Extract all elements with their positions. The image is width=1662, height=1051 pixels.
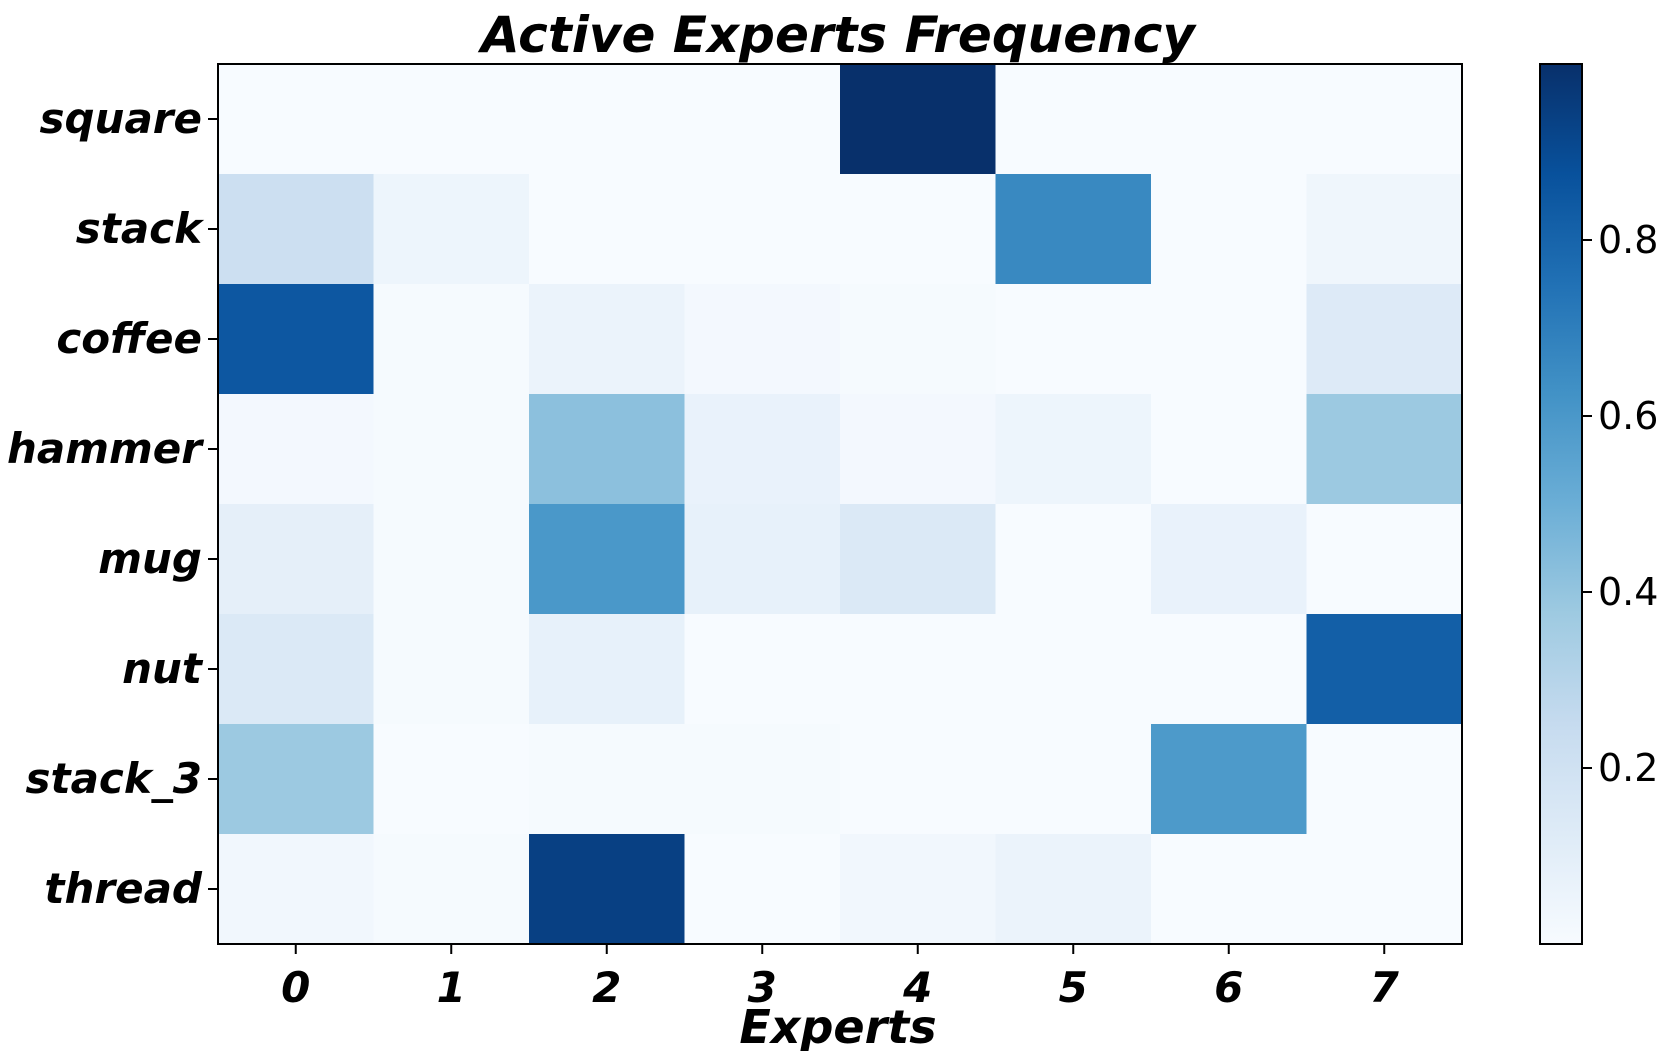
y-tick-label: mug [98, 534, 202, 583]
x-axis-label: Experts [739, 1000, 936, 1051]
heatmap-cell [1151, 834, 1308, 945]
heatmap-cell [1151, 724, 1308, 835]
heatmap-cell [218, 724, 375, 835]
heatmap-cell [218, 504, 375, 615]
heatmap-cell [373, 64, 530, 175]
heatmap-cell [218, 614, 375, 725]
x-tick-label: 2 [592, 963, 621, 1012]
x-tick-label: 1 [437, 963, 466, 1012]
heatmap-cell [840, 174, 997, 285]
heatmap-cell [1306, 174, 1463, 285]
heatmap-cell [840, 724, 997, 835]
colorbar-tick-label: 0.2 [1598, 746, 1658, 790]
heatmap-cell [684, 64, 841, 175]
heatmap-cell [840, 64, 997, 175]
heatmap-cell [1306, 504, 1463, 615]
colorbar [1539, 63, 1583, 945]
heatmap-cell [373, 284, 530, 395]
heatmap-cell [218, 284, 375, 395]
heatmap-cell [995, 834, 1152, 945]
heatmap-cell [995, 64, 1152, 175]
heatmap-cell [1306, 394, 1463, 505]
heatmap-cell [995, 504, 1152, 615]
heatmap-cell [684, 284, 841, 395]
heatmap-cell [529, 504, 686, 615]
heatmap-cell [995, 724, 1152, 835]
heatmap-cell [840, 614, 997, 725]
x-tick-label: 4 [902, 963, 932, 1012]
heatmap-cell [840, 284, 997, 395]
heatmap-cell [1151, 64, 1308, 175]
y-axis-ticks: square stack coffee hammer mug nut stack_3thre… [7, 94, 218, 913]
heatmap-cell [1306, 64, 1463, 175]
heatmap-cell [373, 504, 530, 615]
heatmap-cell [684, 174, 841, 285]
y-tick-label: stack_3 [26, 754, 202, 803]
heatmap-cell [995, 284, 1152, 395]
heatmap-cell [218, 394, 375, 505]
heatmap-cell [373, 174, 530, 285]
heatmap-cell [1306, 834, 1463, 945]
colorbar-tick-label: 0.6 [1598, 394, 1658, 438]
heatmap-cell [1306, 724, 1463, 835]
heatmap-cell [1151, 174, 1308, 285]
heatmap-cell [218, 834, 375, 945]
heatmap-cell [373, 834, 530, 945]
heatmap-cell [529, 834, 686, 945]
heatmap-cell [840, 394, 997, 505]
x-axis-ticks: 0 1 2 3 4 5 6 7 [281, 944, 1400, 1012]
heatmap-cell [1151, 504, 1308, 615]
colorbar-tick-label: 0.8 [1598, 218, 1658, 262]
heatmap-cell [529, 394, 686, 505]
y-tick-label: stack [76, 204, 205, 253]
heatmap-cell [1306, 614, 1463, 725]
y-tick-label: coffee [56, 314, 202, 363]
heatmap-cell [684, 394, 841, 505]
heatmap-cell [840, 504, 997, 615]
heatmap-cell [1151, 284, 1308, 395]
heatmap-cell [529, 614, 686, 725]
x-tick-label: 3 [748, 963, 777, 1012]
heatmap-cell [373, 724, 530, 835]
chart-title: Active Experts Frequency [477, 6, 1197, 64]
heatmap-cells [218, 64, 1463, 945]
heatmap-cell [1151, 614, 1308, 725]
colorbar-tick-label: 0.4 [1598, 570, 1658, 614]
y-tick-label: square [39, 94, 202, 143]
heatmap-cell [840, 834, 997, 945]
heatmap-cell [684, 724, 841, 835]
heatmap-cell [684, 504, 841, 615]
heatmap-cell [995, 614, 1152, 725]
heatmap-cell [995, 394, 1152, 505]
y-tick-label: nut [122, 644, 204, 693]
heatmap-cell [1306, 284, 1463, 395]
heatmap-cell [373, 394, 530, 505]
colorbar-ticks: 0.2 0.4 0.6 0.8 [1582, 218, 1658, 790]
heatmap-cell [1151, 394, 1308, 505]
heatmap-cell [373, 614, 530, 725]
heatmap-cell [529, 724, 686, 835]
heatmap-cell [529, 284, 686, 395]
y-tick-label: hammer [7, 424, 204, 473]
y-tick-label: thread [44, 864, 203, 913]
x-tick-label: 6 [1214, 963, 1243, 1012]
heatmap-cell [684, 614, 841, 725]
heatmap-cell [529, 64, 686, 175]
x-tick-label: 5 [1059, 963, 1088, 1012]
heatmap-cell [218, 174, 375, 285]
x-tick-label: 0 [281, 963, 310, 1012]
heatmap-cell [684, 834, 841, 945]
plot-frame [217, 63, 1463, 945]
heatmap-cell [218, 64, 375, 175]
heatmap-cell [995, 174, 1152, 285]
heatmap-cell [529, 174, 686, 285]
x-tick-label: 7 [1370, 963, 1400, 1012]
